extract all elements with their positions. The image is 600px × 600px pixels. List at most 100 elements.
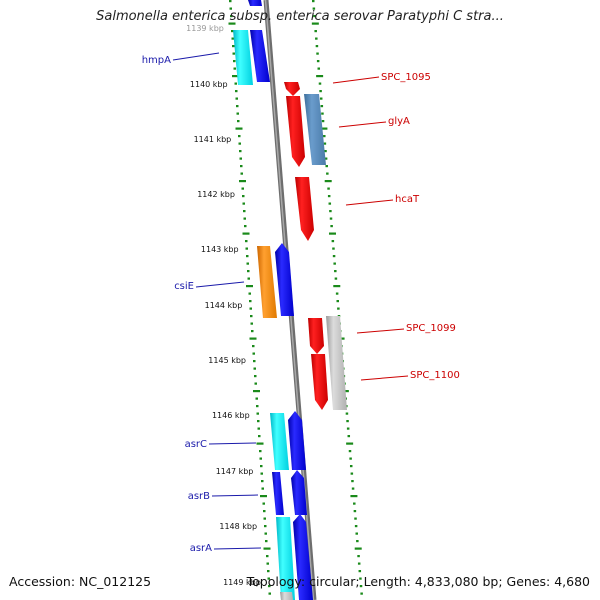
ring-tick (249, 307, 252, 310)
gene-gray-bottom (280, 592, 293, 600)
ring-tick (240, 165, 243, 168)
ring-tick (350, 495, 358, 498)
ring-tick (239, 157, 242, 160)
label-glyA[interactable]: glyA (388, 116, 410, 127)
ring-tick (242, 232, 250, 235)
ring-tick (356, 540, 359, 543)
ring-tick (354, 525, 358, 528)
ring-tick (254, 375, 257, 378)
ring-tick (336, 300, 339, 303)
ring-tick (233, 67, 236, 70)
ring-tick (235, 97, 238, 100)
label-hcaT[interactable]: hcaT (395, 194, 420, 205)
ring-tick (321, 112, 324, 115)
ring-tick (253, 367, 256, 370)
ring-tick (323, 135, 326, 138)
ring-tick (254, 382, 257, 385)
tick-label: 1142 kbp (197, 190, 235, 199)
ring-tick (351, 487, 355, 490)
label-asrC[interactable]: asrC (185, 439, 207, 450)
ring-tick (354, 517, 357, 520)
ring-tick (324, 157, 328, 160)
ring-tick (256, 412, 259, 415)
gene-red-SPC1100 (311, 354, 328, 410)
ring-tick (236, 105, 239, 108)
ring-tick (240, 172, 243, 175)
ring-tick (312, 0, 315, 3)
gene-blue-1 (248, 0, 262, 6)
ring-tick (241, 187, 244, 190)
tick-label: 1148 kbp (219, 522, 257, 531)
ring-tick (354, 547, 362, 550)
right-dotted-ring (311, 0, 363, 595)
gene-cyan-asrC (270, 413, 289, 470)
ring-tick (261, 480, 264, 483)
ring-tick (231, 30, 234, 33)
ring-tick (355, 532, 358, 535)
gene-cyan-hmpA (233, 30, 253, 85)
ring-tick (232, 45, 235, 48)
ring-tick (234, 82, 237, 85)
ring-tick (231, 37, 234, 40)
ring-tick (266, 562, 269, 565)
gene-blue-asrB (291, 470, 307, 515)
label-asrB[interactable]: asrB (188, 491, 210, 502)
gene-steel-glyA (304, 94, 326, 165)
ring-tick (243, 210, 246, 213)
ring-tick (321, 120, 325, 123)
ring-tick (238, 142, 241, 145)
ring-tick (316, 52, 319, 55)
label-leaders (172, 52, 409, 550)
ring-tick (359, 577, 362, 580)
ring-tick (262, 502, 265, 505)
label-hmpA[interactable]: hmpA (142, 55, 171, 66)
ring-tick (253, 390, 260, 393)
genes-left (233, 0, 313, 600)
ring-tick (327, 195, 331, 198)
ring-tick (328, 202, 332, 205)
ring-tick (233, 60, 236, 63)
ring-tick (245, 240, 248, 243)
ring-tick (252, 345, 255, 348)
ring-tick (314, 30, 317, 33)
ring-tick (265, 540, 268, 543)
ring-tick (266, 555, 269, 558)
ring-tick (320, 127, 328, 130)
label-SPC_1100[interactable]: SPC_1100 (410, 370, 460, 381)
ring-tick (319, 97, 323, 100)
ring-tick (333, 262, 336, 265)
ring-tick (232, 52, 235, 55)
tick-label: 1144 kbp (205, 301, 243, 310)
label-asrA[interactable]: asrA (190, 543, 212, 554)
ring-tick (311, 22, 319, 25)
ring-tick (353, 502, 356, 505)
ring-tick (259, 457, 262, 460)
label-SPC_1095[interactable]: SPC_1095 (381, 72, 431, 83)
ring-tick (317, 67, 321, 70)
ring-tick (357, 562, 361, 565)
label-csiE[interactable]: csiE (174, 281, 194, 292)
ring-tick (315, 45, 319, 48)
ring-tick (251, 330, 254, 333)
gene-orange-csiE (257, 246, 277, 318)
ring-tick (238, 135, 241, 138)
ring-tick (328, 232, 336, 235)
ring-tick (316, 75, 324, 78)
ring-tick (346, 427, 350, 430)
ring-tick (324, 150, 327, 153)
ring-tick (329, 210, 332, 213)
ring-tick (253, 360, 256, 363)
ring-tick (333, 285, 341, 288)
tick-label: 1146 kbp (212, 411, 250, 420)
ring-tick (256, 442, 264, 445)
gene-blue-asrB-left (272, 472, 284, 515)
tick-label: 1149 kbp (223, 578, 261, 587)
tick-labels: 1139 kbp 1140 kbp 1141 kbp 1142 kbp 1143 kbp… (186, 24, 261, 587)
ring-tick (256, 405, 259, 408)
tick-label: 1147 kbp (216, 467, 254, 476)
label-SPC_1099[interactable]: SPC_1099 (406, 323, 456, 334)
ring-tick (359, 585, 363, 588)
ring-tick (312, 7, 316, 10)
gene-red-glyA (286, 96, 305, 167)
ring-tick (242, 195, 245, 198)
